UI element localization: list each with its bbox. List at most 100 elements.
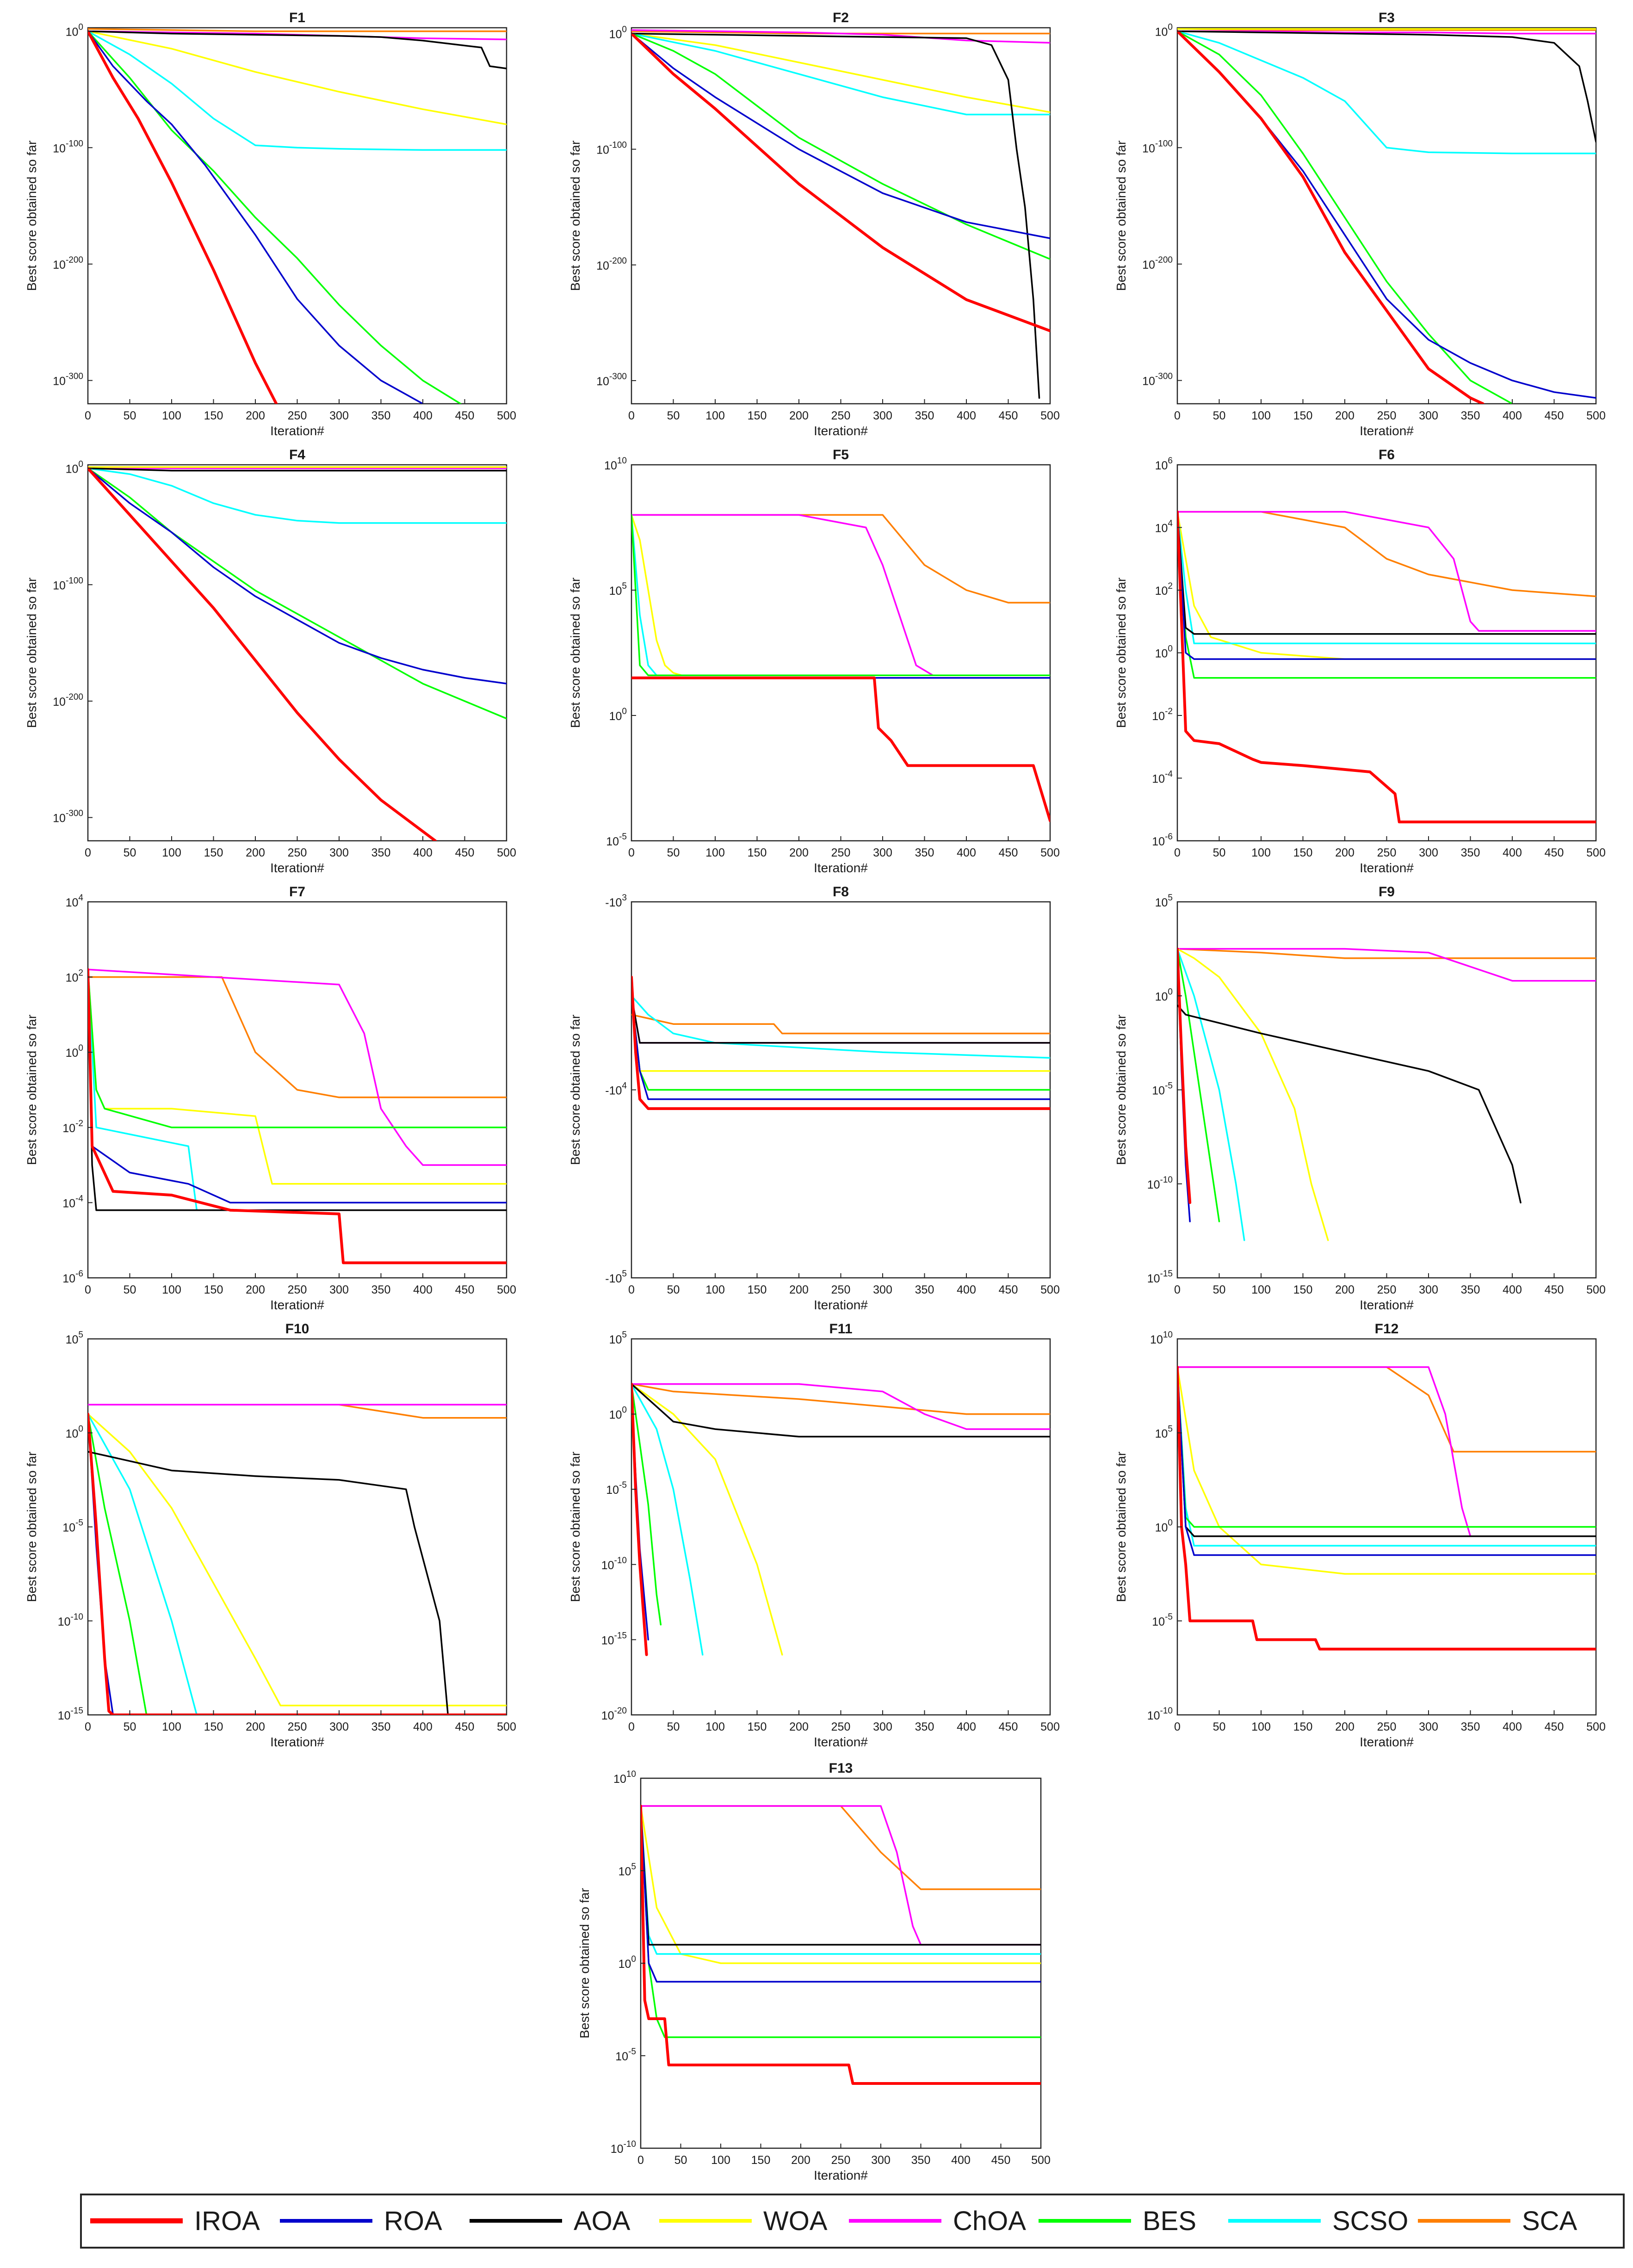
series-line-bes (631, 32, 1050, 260)
series-line-scso (1177, 948, 1245, 1241)
series-group-f12 (1177, 1366, 1596, 1651)
legend-item-sca: SCA (1418, 2206, 1577, 2236)
y-tick-label: 10-300 (53, 372, 83, 388)
x-tick-label: 300 (873, 1720, 892, 1733)
x-tick-label: 200 (1335, 846, 1355, 859)
series-line-woa (88, 30, 507, 125)
y-tick-label: 10-5 (1152, 1612, 1173, 1628)
legend-item-scso: SCSO (1228, 2206, 1408, 2236)
series-line-scso (631, 32, 1050, 116)
chart-panels: 0 50 100 150 200 250 300 350 400 450 50010010-1001… (25, 10, 1606, 2182)
x-tick-label: 150 (751, 2154, 771, 2167)
x-tick-label: 100 (705, 409, 725, 422)
x-tick-label: 350 (1461, 1283, 1480, 1296)
x-axis-label: Iteration# (814, 1298, 868, 1312)
x-tick-label: 350 (915, 846, 934, 859)
x-tick-label: 50 (124, 1720, 136, 1733)
x-tick-label: 300 (1419, 1720, 1438, 1733)
x-tick-label: 250 (1377, 409, 1397, 422)
y-tick-label: 100 (1155, 987, 1173, 1003)
series-line-scso (631, 995, 1050, 1059)
series-line-iroa (88, 30, 278, 404)
x-tick-label: 0 (1174, 1720, 1181, 1733)
legend-label: SCSO (1332, 2206, 1408, 2236)
x-tick-label: 300 (871, 2154, 891, 2167)
x-tick-label: 350 (911, 2154, 931, 2167)
series-line-woa (631, 32, 1050, 113)
x-tick-label: 300 (329, 409, 349, 422)
legend-item-bes: BES (1039, 2206, 1196, 2236)
y-tick-label: 10-200 (53, 255, 83, 271)
x-axis-label: Iteration# (1360, 1735, 1414, 1749)
y-tick-label: 102 (66, 968, 83, 985)
chart-title: F10 (285, 1321, 309, 1337)
plot-area-f1 (87, 27, 507, 405)
chart-f9: 0 50 100 150 200 250 300 350 400 450 500 105 100 10-5… (1114, 884, 1606, 1312)
series-line-scso (631, 1383, 704, 1656)
x-tick-label: 200 (1335, 1283, 1355, 1296)
series-group-f5 (631, 514, 1050, 822)
x-tick-label: 250 (1377, 1720, 1397, 1733)
series-line-sca (631, 514, 1050, 604)
series-group-f3 (1177, 28, 1596, 404)
chart-title: F13 (829, 1761, 853, 1776)
series-line-aoa (88, 467, 507, 472)
series-line-choa (88, 968, 507, 1166)
y-tick-label: 10-300 (53, 809, 83, 825)
series-group-f11 (631, 1382, 1050, 1656)
x-tick-label: 400 (957, 1720, 976, 1733)
x-tick-label: 450 (999, 1283, 1018, 1296)
x-tick-label: 500 (1031, 2154, 1051, 2167)
chart-title: F12 (1375, 1321, 1399, 1337)
series-line-choa (631, 1383, 1050, 1430)
x-tick-label: 500 (1586, 1720, 1606, 1733)
x-tick-label: 150 (748, 846, 767, 859)
y-tick-label: 10-6 (62, 1269, 83, 1285)
series-line-roa (88, 30, 424, 404)
x-tick-label: 350 (915, 409, 934, 422)
x-tick-label: 200 (1335, 1720, 1355, 1733)
series-group-f1 (88, 28, 507, 404)
x-axis-label: Iteration# (814, 1735, 868, 1749)
x-tick-label: 400 (413, 1283, 433, 1296)
x-tick-label: 500 (1586, 846, 1606, 859)
x-tick-label: 100 (705, 1720, 725, 1733)
chart-f6: 0 50 100 150 200 250 300 350 400 450 500 106 104 102 1… (1114, 447, 1606, 875)
x-tick-label: 50 (124, 1283, 136, 1296)
x-tick-label: 200 (246, 409, 265, 422)
x-tick-label: 300 (1419, 409, 1438, 422)
x-tick-label: 450 (455, 1720, 475, 1733)
x-tick-label: 50 (1213, 409, 1226, 422)
x-tick-label: 250 (831, 846, 851, 859)
y-tick-label: 10-6 (1152, 832, 1173, 848)
chart-f5: 0 50 100 150 200 250 300 350 400 450 500 1010 105 100… (568, 447, 1060, 875)
series-group-f6 (1177, 510, 1596, 824)
x-axis-label: Iteration# (270, 1298, 324, 1312)
series-line-iroa (88, 467, 437, 841)
series-line-iroa (641, 1805, 1041, 2085)
y-axis-label: Best score obtained so far (568, 1015, 582, 1165)
series-group-f7 (88, 968, 507, 1264)
y-tick-label: -104 (605, 1081, 627, 1097)
y-tick-label: 105 (609, 581, 627, 598)
series-line-bes (1177, 948, 1220, 1222)
y-tick-label: 100 (66, 23, 83, 39)
x-tick-label: 100 (162, 846, 181, 859)
x-tick-label: 50 (667, 1720, 680, 1733)
x-tick-label: 400 (957, 1283, 976, 1296)
x-tick-label: 150 (1293, 1720, 1313, 1733)
x-tick-label: 0 (628, 846, 635, 859)
y-tick-label: -103 (605, 893, 627, 909)
series-line-choa (631, 514, 1050, 677)
x-tick-label: 50 (1213, 1720, 1226, 1733)
x-axis-label: Iteration# (270, 1735, 324, 1749)
y-axis-label: Best score obtained so far (1114, 578, 1128, 728)
x-tick-label: 100 (705, 846, 725, 859)
x-axis-label: Iteration# (270, 861, 324, 875)
x-tick-label: 0 (85, 846, 91, 859)
x-tick-label: 150 (204, 409, 223, 422)
x-tick-label: 300 (1419, 846, 1438, 859)
x-tick-label: 0 (1174, 846, 1181, 859)
x-tick-label: 400 (1503, 1720, 1522, 1733)
x-tick-label: 200 (246, 1283, 265, 1296)
